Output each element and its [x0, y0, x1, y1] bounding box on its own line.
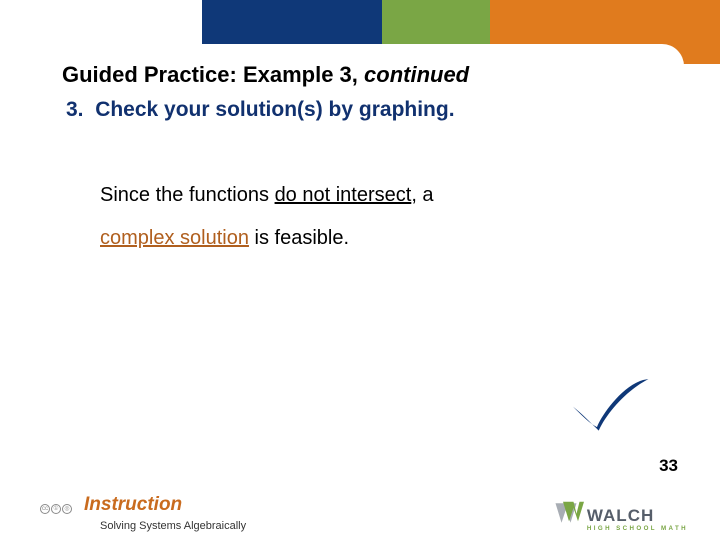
body-text: Since the functions do not intersect, a …: [62, 174, 582, 260]
body-l1a: Since the functions: [100, 184, 275, 206]
walch-subtext: HIGH SCHOOL MATH: [587, 525, 688, 532]
page-number: 33: [659, 456, 678, 476]
content-card: Guided Practice: Example 3, continued 3.…: [36, 44, 684, 482]
walch-logo: WALCH HIGH SCHOOL MATH: [554, 500, 688, 532]
step-line: 3. Check your solution(s) by graphing.: [62, 98, 658, 122]
title-continued: continued: [364, 62, 469, 87]
body-l1c: , a: [411, 184, 433, 206]
footer-subtitle: Solving Systems Algebraically: [100, 520, 246, 532]
instruction-label: Instruction: [84, 494, 182, 516]
walch-text: WALCH: [587, 506, 654, 526]
title-prefix: Guided Practice: Example 3,: [62, 62, 364, 87]
step-text: Check your solution(s) by graphing.: [95, 98, 454, 121]
body-l2b: is feasible.: [249, 227, 349, 249]
slide-title: Guided Practice: Example 3, continued: [62, 62, 658, 88]
cc-badge-icon: cc①◎: [40, 504, 74, 518]
body-l1b: do not intersect: [275, 184, 412, 206]
body-l2a: complex solution: [100, 227, 249, 249]
checkmark-icon: [564, 374, 654, 434]
walch-mark-icon: [554, 500, 584, 526]
footer: cc①◎ Instruction Solving Systems Algebra…: [0, 482, 720, 540]
step-number: 3.: [66, 98, 84, 121]
